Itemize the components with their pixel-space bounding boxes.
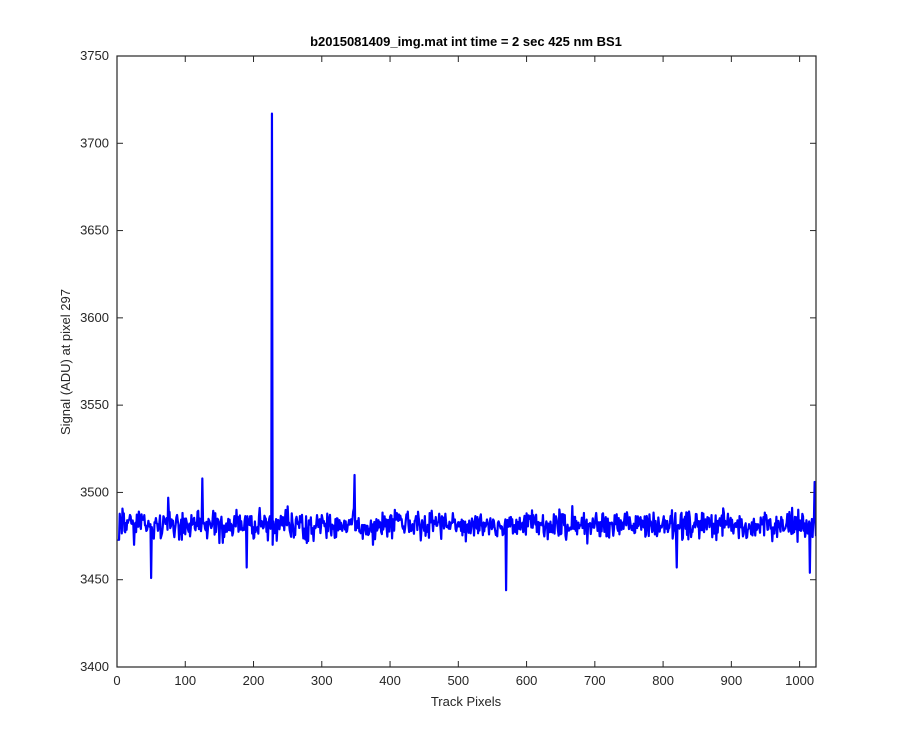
x-tick-label: 400 (379, 673, 401, 688)
chart-title: b2015081409_img.mat int time = 2 sec 425… (310, 34, 622, 49)
y-tick-label: 3600 (80, 310, 109, 325)
y-tick-label: 3500 (80, 484, 109, 499)
plot-background (117, 56, 816, 667)
x-tick-label: 300 (311, 673, 333, 688)
tick-labels-group: 0 100 200 300 400 500 600 700 800 900 1000 3400 3450… (80, 48, 814, 688)
y-axis-label: Signal (ADU) at pixel 297 (58, 289, 73, 435)
x-axis-label: Track Pixels (431, 694, 502, 709)
y-tick-label: 3700 (80, 135, 109, 150)
x-tick-label: 700 (584, 673, 606, 688)
y-tick-label: 3650 (80, 223, 109, 238)
series-line (117, 112, 816, 592)
x-tick-label: 200 (243, 673, 265, 688)
axes-box (116, 55, 817, 668)
y-tick-label: 3750 (80, 48, 109, 63)
x-tick-label: 900 (721, 673, 743, 688)
x-tick-label: 500 (447, 673, 469, 688)
x-tick-label: 0 (113, 673, 120, 688)
x-tick-label: 100 (174, 673, 196, 688)
y-tick-label: 3400 (80, 659, 109, 674)
y-tick-label: 3450 (80, 572, 109, 587)
x-tick-label: 600 (516, 673, 538, 688)
x-tick-label: 1000 (785, 673, 814, 688)
y-tick-label: 3550 (80, 397, 109, 412)
x-tick-label: 800 (652, 673, 674, 688)
